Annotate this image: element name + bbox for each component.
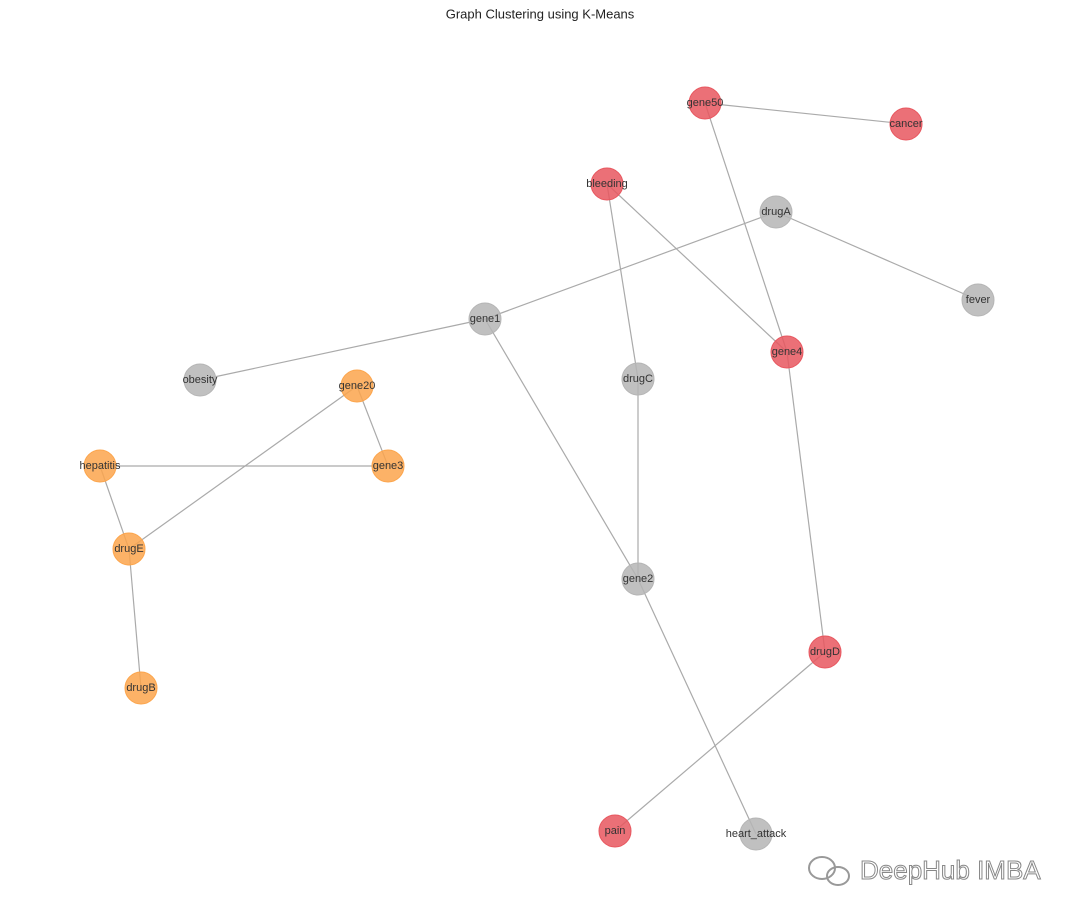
node-label: gene3 — [373, 460, 404, 472]
edge — [606, 183, 639, 380]
node — [889, 107, 923, 141]
node — [961, 283, 995, 317]
watermark: DeepHub IMBA — [860, 855, 1041, 885]
node — [183, 363, 217, 397]
node — [688, 86, 722, 120]
node-label: drugE — [114, 543, 143, 555]
edge — [704, 102, 907, 125]
node-label: gene2 — [623, 573, 654, 585]
node — [770, 335, 804, 369]
node-label: drugB — [126, 682, 155, 694]
edge — [786, 351, 826, 653]
node-label: cancer — [889, 118, 922, 130]
edge — [704, 102, 788, 353]
node — [759, 195, 793, 229]
node-label: drugA — [761, 206, 791, 218]
edge — [484, 211, 777, 320]
node — [739, 817, 773, 851]
watermark-icon — [808, 856, 850, 886]
node-label: gene4 — [772, 346, 803, 358]
edge — [775, 211, 979, 301]
node — [590, 167, 624, 201]
node — [112, 532, 146, 566]
edge — [484, 318, 639, 580]
node — [371, 449, 405, 483]
edge — [128, 548, 142, 689]
edge — [637, 578, 757, 835]
node-label: gene1 — [470, 313, 501, 325]
node-label: obesity — [183, 374, 218, 386]
node-label: drugC — [623, 373, 653, 385]
node-label: fever — [966, 294, 991, 306]
node-label: hepatitis — [80, 460, 121, 472]
node-label: gene50 — [687, 97, 724, 109]
node — [621, 562, 655, 596]
node-label: heart_attack — [726, 828, 787, 840]
node — [808, 635, 842, 669]
node — [598, 814, 632, 848]
node-label: drugD — [810, 646, 840, 658]
node — [124, 671, 158, 705]
edge — [128, 385, 358, 550]
node-label: bleeding — [586, 178, 628, 190]
title: Graph Clustering using K-Means — [446, 6, 635, 21]
node-label: pain — [605, 825, 626, 837]
nodes: gene50 cancer bleeding drugA fever gene1 gene4… — [80, 86, 995, 851]
edge — [614, 651, 826, 832]
node — [468, 302, 502, 336]
node — [621, 362, 655, 396]
edge — [199, 318, 486, 381]
node — [340, 369, 374, 403]
edge — [606, 183, 788, 353]
node — [83, 449, 117, 483]
node-label: gene20 — [339, 380, 376, 392]
